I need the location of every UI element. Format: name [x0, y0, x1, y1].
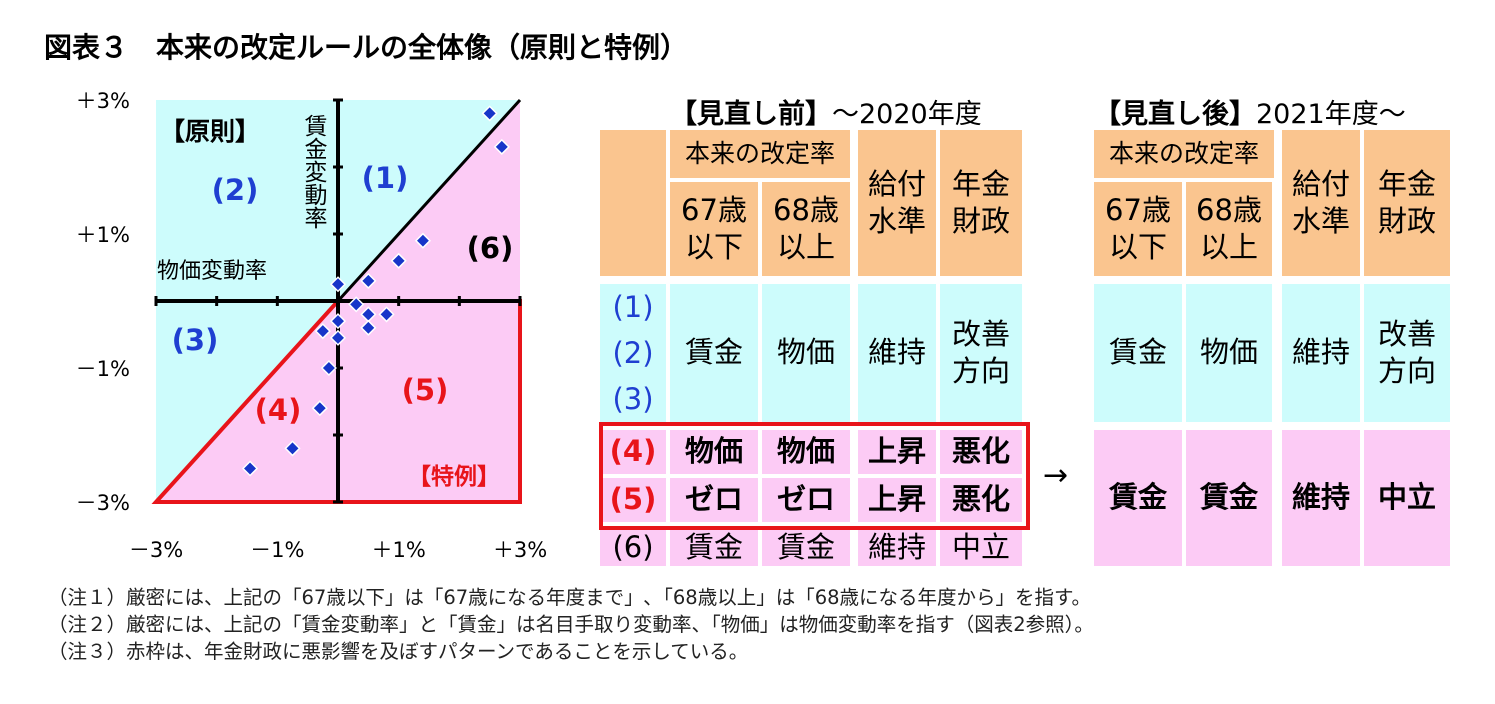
cell: 悪化	[940, 478, 1022, 522]
cell-rows-1-3: 維持	[1282, 284, 1360, 422]
cell: 中立	[940, 530, 1022, 566]
row-label: (4)	[600, 430, 666, 474]
x-tick-label: －3%	[129, 538, 183, 562]
row-label: (6)	[600, 530, 666, 566]
note-1: （注１）厳密には、上記の「67歳以下」は「67歳になる年度まで」､「68歳以上」…	[48, 586, 1092, 609]
header-corner-cell	[600, 130, 666, 276]
note-3: （注３）赤枠は、年金財政に悪影響を及ぼすパターンであることを示している。	[48, 640, 749, 663]
cell: 物価	[670, 430, 758, 474]
row-label: (2)	[612, 336, 654, 370]
y-tick-label: －3%	[76, 491, 130, 515]
arrow-icon: →	[1043, 458, 1069, 493]
cell-rows-4-6: 維持	[1282, 430, 1360, 566]
cell: ゼロ	[670, 478, 758, 522]
data-point	[284, 440, 301, 457]
cell: 悪化	[940, 430, 1022, 474]
cell: ゼロ	[762, 478, 850, 522]
header-group-cell: 本来の改定率	[1094, 130, 1274, 178]
header-col-benefit: 給付 水準	[858, 130, 936, 276]
data-point	[329, 313, 347, 330]
row-label: (5)	[600, 478, 666, 522]
data-point	[348, 296, 365, 313]
note-2: （注２）厳密には、上記の「賃金変動率」と「賃金」は名目手取り変動率、「物価」は物…	[48, 613, 1094, 636]
header-col-finance: 年金 財政	[1364, 130, 1450, 276]
header-col-68: 68歳 以上	[762, 182, 850, 276]
region-label: (5)	[402, 373, 449, 407]
cell-rows-1-3: 物価	[762, 284, 850, 422]
cell-rows-1-3: 賃金	[670, 284, 758, 422]
x-tick-label: ＋3%	[493, 538, 547, 562]
region-label: (6)	[467, 231, 514, 265]
data-point	[481, 105, 498, 122]
figure-title: 図表３ 本来の改定ルールの全体像（原則と特例）	[44, 31, 689, 64]
y-axis-label: 賃金変動率	[300, 114, 328, 229]
x-axis-label: 物価変動率	[157, 259, 267, 284]
cell-rows-1-3: 維持	[858, 284, 936, 422]
header-col-finance: 年金 財政	[940, 130, 1022, 276]
region-label: (4)	[255, 393, 302, 427]
y-tick-label: ＋1%	[76, 223, 130, 247]
data-point	[414, 232, 431, 249]
chart-points	[241, 105, 510, 477]
y-tick-label: ＋3%	[76, 89, 130, 113]
data-point	[360, 272, 377, 289]
row-labels-1-3: (1) (2) (3)	[600, 284, 666, 422]
data-point	[311, 400, 328, 417]
cell: 上昇	[858, 430, 936, 474]
cell-rows-1-3: 賃金	[1094, 284, 1182, 422]
cell-rows-1-3: 物価	[1186, 284, 1272, 422]
cell-rows-1-3: 改善 方向	[1364, 284, 1450, 422]
data-point	[320, 359, 337, 377]
data-point	[378, 306, 395, 323]
region-label: (1)	[362, 161, 409, 195]
data-point	[329, 276, 347, 293]
header-col-67: 67歳 以下	[1094, 182, 1182, 276]
principle-label: 【原則】	[160, 117, 260, 146]
cell-rows-4-6: 賃金	[1094, 430, 1182, 566]
data-point	[390, 252, 407, 269]
cell: 維持	[858, 530, 936, 566]
chart-labels: －3% －1% ＋1% ＋3% ＋3% ＋1% －1% －3% 【原則】【特例】 物価変動率 賃金変…	[76, 89, 547, 562]
y-tick-label: －1%	[76, 357, 130, 381]
header-col-benefit: 給付 水準	[1282, 130, 1360, 276]
header-col-67: 67歳 以下	[670, 182, 758, 276]
exception-label: 【特例】	[408, 464, 500, 490]
cell-rows-4-6: 賃金	[1186, 430, 1272, 566]
cell-rows-4-6: 中立	[1364, 430, 1450, 566]
cell: 上昇	[858, 478, 936, 522]
region-label: (3)	[172, 323, 219, 357]
row-label: (3)	[612, 382, 654, 416]
cell: 賃金	[762, 530, 850, 566]
row-label: (1)	[612, 290, 654, 324]
cell: 物価	[762, 430, 850, 474]
region-label: (2)	[212, 173, 259, 207]
exception-red-frame	[599, 422, 1030, 530]
table-after-heading: 【見直し後】2021年度～	[1094, 99, 1406, 130]
data-point	[493, 138, 510, 155]
x-tick-label: ＋1%	[372, 538, 426, 562]
scatter-chart: －3% －1% ＋1% ＋3% ＋3% ＋1% －1% －3% 【原則】【特例】 物価変動率 賃金変…	[76, 89, 547, 562]
data-point	[329, 329, 347, 346]
header-group-cell: 本来の改定率	[670, 130, 850, 178]
cell: 賃金	[670, 530, 758, 566]
x-tick-label: －1%	[250, 538, 304, 562]
table-before-heading: 【見直し前】～2020年度	[670, 99, 982, 130]
data-point	[314, 323, 331, 340]
header-col-68: 68歳 以上	[1186, 182, 1272, 276]
cell-rows-1-3: 改善 方向	[940, 284, 1022, 422]
data-point	[241, 460, 259, 477]
notes: （注１）厳密には、上記の「67歳以下」は「67歳になる年度まで」､「68歳以上」…	[48, 584, 1094, 665]
data-point	[360, 319, 377, 336]
